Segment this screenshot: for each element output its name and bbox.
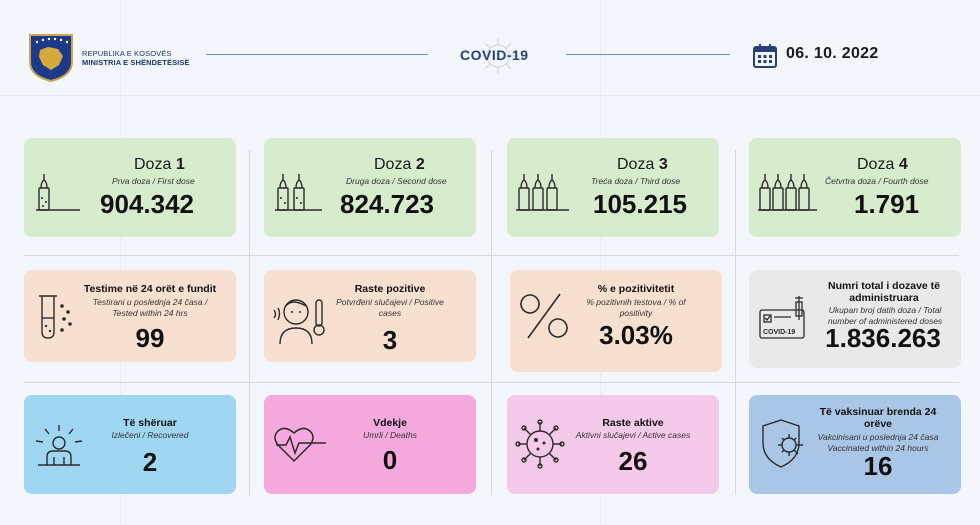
shield-virus-icon: [762, 419, 803, 468]
sick-person-thermometer-icon: [273, 299, 325, 345]
row-divider: [24, 255, 959, 256]
vaccinated-24h-value: 16: [863, 451, 893, 481]
coronavirus-icon: [480, 38, 516, 74]
ministry-line-1: REPUBLIKA E KOSOVËS: [82, 49, 172, 58]
dose-4-card: Doza 4 Četvrtra doza / Fourth dose 1.791: [749, 138, 961, 237]
positive-cases-card: Raste pozitive Potvrđeni slučajevi / Pos…: [264, 270, 476, 362]
tests-card: Testime në 24 orët e fundit Testirani u …: [24, 270, 236, 362]
positivity-title: % e pozitivitetit: [597, 283, 675, 295]
deaths-card: Vdekje Umrli / Deaths 0: [264, 395, 476, 494]
vaccine-vials-icon: [516, 174, 569, 211]
header-line: [206, 54, 428, 55]
calendar-icon: [753, 44, 777, 68]
dose-1-title: Doza 1: [134, 156, 185, 173]
positivity-subtitle: % pozitivnih testova / % of positivity: [586, 297, 686, 318]
positivity-card: % e pozitivitetit % pozitivnih testova /…: [510, 270, 722, 372]
active-cases-card: Raste aktive Aktivni slučajevi / Active …: [507, 395, 719, 494]
report-date: 06. 10. 2022: [786, 45, 879, 62]
recovered-subtitle: Izlečeni / Recovered: [111, 430, 189, 440]
dose-3-title: Doza 3: [617, 156, 668, 173]
tests-value: 99: [135, 323, 165, 353]
virus-icon: [515, 419, 565, 469]
percent-icon: [520, 293, 568, 339]
dose-2-title: Doza 2: [374, 156, 425, 173]
vaccine-vials-icon: [275, 174, 322, 211]
page-title: COVID-19: [460, 47, 529, 63]
active-cases-value: 26: [618, 446, 648, 476]
tests-title: Testime në 24 orët e fundit: [83, 283, 217, 295]
positive-cases-title: Raste pozitive: [354, 283, 426, 295]
vaccinated-24h-subtitle: Vakcinisani u poslednja 24 časa Vaccinat…: [817, 432, 939, 453]
background-line: [0, 95, 980, 96]
total-doses-title: Numri total i dozave të administruara: [827, 280, 941, 304]
positive-cases-subtitle: Potvrđeni slučajevi / Positive cases: [336, 297, 444, 318]
background-line: [600, 0, 601, 525]
heartbeat-icon: [274, 427, 326, 463]
vaccine-vials-icon: [758, 174, 817, 211]
background-line: [120, 0, 121, 525]
svg-text:COVID-19: COVID-19: [763, 329, 795, 336]
column-divider: [249, 150, 250, 495]
total-doses-value: 1.836.263: [825, 323, 941, 353]
dose-4-subtitle: Četvrtra doza / Fourth dose: [825, 176, 929, 186]
test-tube-icon: [39, 295, 72, 339]
ministry-name: REPUBLIKA E KOSOVËS MINISTRIA E SHËNDETË…: [82, 49, 190, 67]
kosovo-coat-of-arms-logo: [29, 34, 73, 82]
active-cases-title: Raste aktive: [602, 417, 664, 429]
deaths-value: 0: [382, 445, 398, 475]
deaths-subtitle: Umrli / Deaths: [363, 430, 417, 440]
column-divider: [735, 150, 736, 495]
dose-3-value: 105.215: [593, 189, 687, 219]
dose-2-value: 824.723: [340, 189, 434, 219]
vaccine-vial-icon: [36, 174, 80, 211]
dose-3-subtitle: Treća doza / Third dose: [591, 176, 681, 186]
ministry-line-2: MINISTRIA E SHËNDETËSISË: [82, 58, 190, 67]
recovered-title: Të shëruar: [123, 417, 177, 429]
dose-4-value: 1.791: [854, 189, 920, 219]
tests-subtitle: Testirani u poslednja 24 časa / Tested w…: [92, 297, 208, 318]
recovered-person-icon: [35, 425, 83, 466]
header: REPUBLIKA E KOSOVËS MINISTRIA E SHËNDETË…: [0, 0, 980, 110]
dose-1-value: 904.342: [100, 189, 194, 219]
recovered-value: 2: [142, 447, 158, 477]
positive-cases-value: 3: [382, 325, 398, 355]
total-doses-subtitle: Ukupan broj datih doza / Total number of…: [827, 305, 943, 326]
row-divider: [24, 382, 959, 383]
dose-4-title: Doza 4: [857, 156, 908, 173]
dose-2-subtitle: Druga doza / Second dose: [346, 176, 447, 186]
total-doses-card: COVID-19 Numri total i dozave të adminis…: [749, 270, 961, 368]
dose-3-card: Doza 3 Treća doza / Third dose 105.215: [507, 138, 719, 237]
column-divider: [491, 150, 492, 495]
recovered-card: Të shëruar Izlečeni / Recovered 2: [24, 395, 236, 494]
covid-certificate-syringe-icon: COVID-19: [759, 296, 805, 339]
positivity-value: 3.03%: [599, 320, 673, 350]
deaths-title: Vdekje: [373, 417, 407, 429]
vaccinated-24h-title: Të vaksinuar brenda 24 orëve: [819, 406, 937, 430]
dose-2-card: Doza 2 Druga doza / Second dose 824.723: [264, 138, 476, 237]
dose-1-subtitle: Prva doza / First dose: [112, 176, 195, 186]
vaccinated-24h-card: Të vaksinuar brenda 24 orëve Vakcinisani…: [749, 395, 961, 494]
active-cases-subtitle: Aktivni slučajevi / Active cases: [575, 430, 691, 440]
dose-1-card: Doza 1 Prva doza / First dose 904.342: [24, 138, 236, 237]
header-line: [566, 54, 730, 55]
